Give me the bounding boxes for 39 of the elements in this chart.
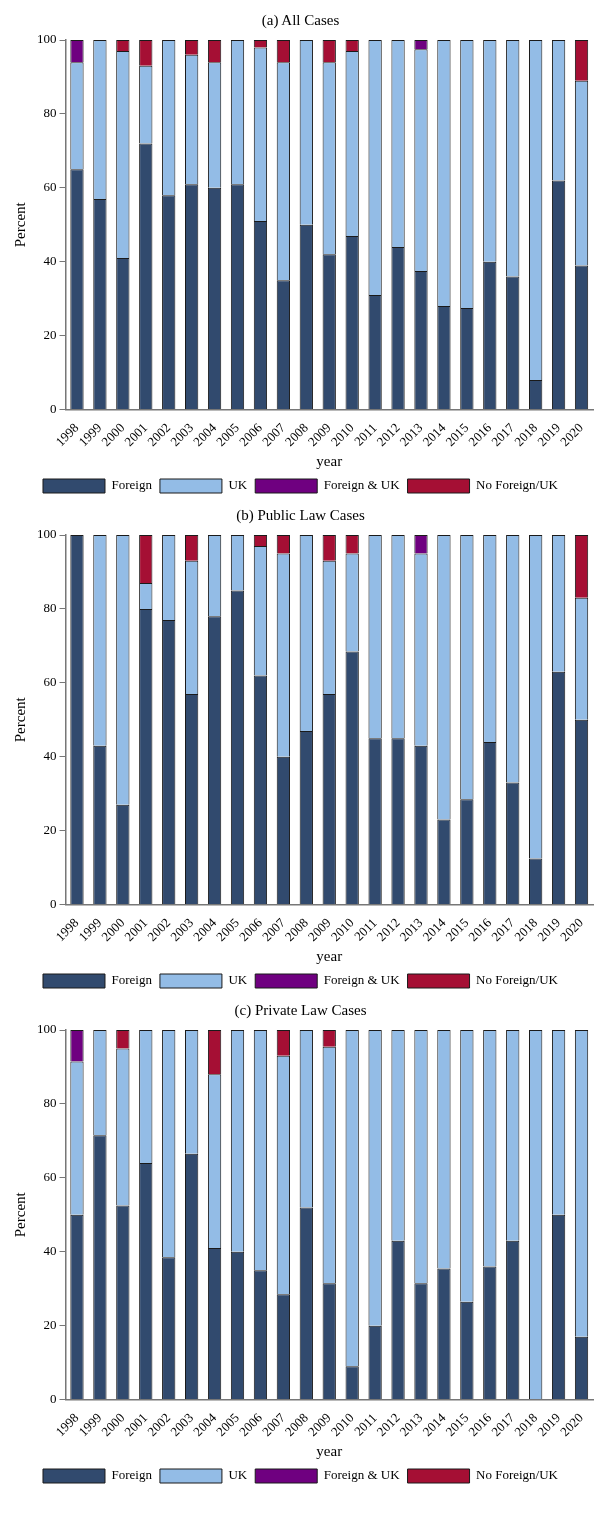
legend-label: Foreign [111,1467,153,1483]
x-axis-title: year [316,947,343,964]
legend-label: UK [228,477,248,493]
y-tick-label: 0 [50,1391,57,1407]
legend-label: Foreign [111,972,153,988]
legend-label: Foreign & UK [323,477,401,493]
y-tick-label: 100 [37,31,57,47]
y-tick-label: 40 [43,253,57,269]
y-tick-label: 60 [43,1169,57,1185]
y-tick-label: 0 [50,401,57,417]
legend-label: Foreign & UK [323,972,401,988]
y-axis-title: Percent [11,696,28,743]
x-axis-title: year [316,1442,343,1459]
y-tick-label: 20 [43,822,57,838]
y-tick-label: 100 [37,526,57,542]
chart-title: (c) Private Law Cases [234,1001,367,1019]
y-tick-label: 80 [43,600,57,616]
x-axis-title: year [316,452,343,469]
chart-title: (b) Public Law Cases [236,506,366,524]
chart-title: (a) All Cases [261,11,340,29]
y-tick-label: 40 [43,1243,57,1259]
y-tick-label: 20 [43,1317,57,1333]
y-tick-label: 80 [43,1095,57,1111]
y-tick-label: 0 [50,896,57,912]
legend-label: No Foreign/UK [476,1467,559,1483]
y-tick-label: 100 [37,1021,57,1037]
y-axis-title: Percent [11,201,28,248]
y-tick-label: 40 [43,748,57,764]
y-tick-label: 60 [43,179,57,195]
y-axis-title: Percent [11,1191,28,1238]
legend-label: UK [228,972,248,988]
y-tick-label: 20 [43,327,57,343]
y-tick-label: 80 [43,105,57,121]
legend-label: UK [228,1467,248,1483]
legend-label: No Foreign/UK [476,972,559,988]
legend-label: Foreign & UK [323,1467,401,1483]
legend-label: No Foreign/UK [476,477,559,493]
y-tick-label: 60 [43,674,57,690]
legend-label: Foreign [111,477,153,493]
